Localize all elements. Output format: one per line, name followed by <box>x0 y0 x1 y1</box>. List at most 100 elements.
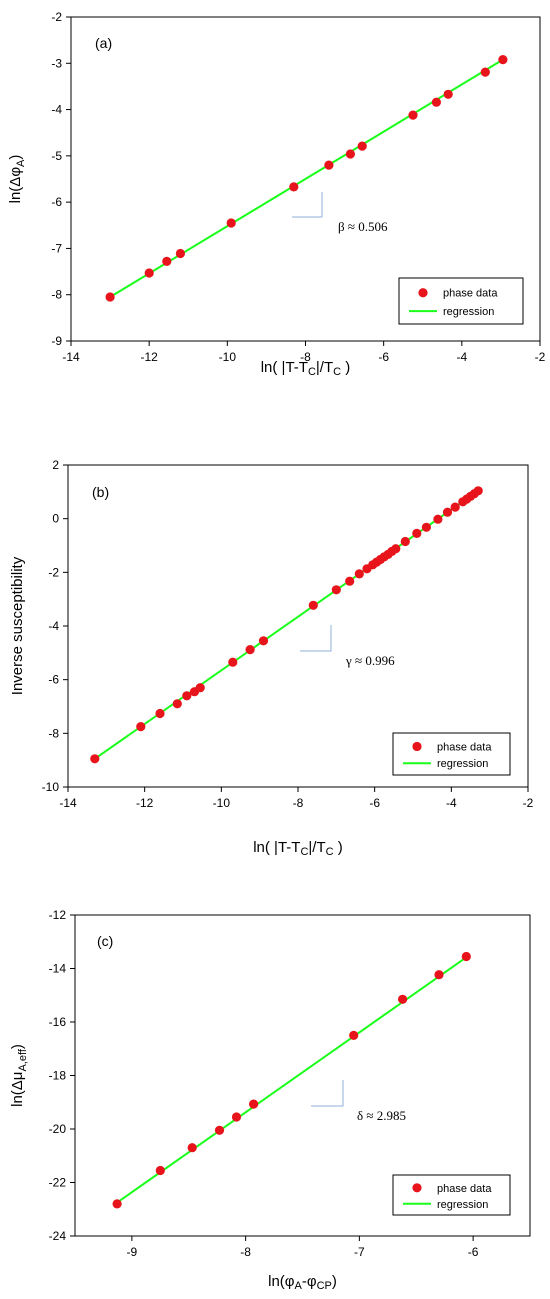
legend-box <box>398 277 524 325</box>
data-point <box>357 141 367 151</box>
data-point <box>182 691 192 701</box>
data-point <box>324 160 334 170</box>
y-tick-label: -4 <box>48 619 59 633</box>
x-tick-label: -8 <box>240 1245 251 1259</box>
y-tick-label: -2 <box>48 565 59 579</box>
data-point <box>214 1125 225 1135</box>
legend-marker-points <box>412 741 422 752</box>
x-tick-label: -10 <box>213 796 231 810</box>
data-point <box>433 514 443 524</box>
data-point <box>231 1112 242 1122</box>
data-point <box>480 67 490 77</box>
legend: phase data regression <box>392 732 511 776</box>
x-tick-label: -12 <box>140 350 158 364</box>
data-point <box>308 600 318 610</box>
y-tick-label: -7 <box>51 241 62 255</box>
y-tick-label: -8 <box>51 288 62 302</box>
y-tick-label: -2 <box>51 10 62 24</box>
y-tick-label: -6 <box>51 195 62 209</box>
y-tick-label: -8 <box>48 726 59 740</box>
legend-label-line: regression <box>437 758 488 770</box>
y-tick-label: -18 <box>49 1069 67 1083</box>
x-tick-label: -7 <box>354 1245 365 1259</box>
data-point <box>105 292 115 302</box>
legend-label-points: phase data <box>443 288 498 300</box>
data-point <box>155 1165 165 1176</box>
legend-marker-points <box>418 288 428 298</box>
x-tick-label: -6 <box>468 1245 479 1259</box>
data-point <box>195 683 205 693</box>
chart-panel-c: -9 -8 -7 -6 -24 -22 -20 -18 -16 -14 -12 ln(φA-φCP) l… <box>9 908 531 1292</box>
data-point <box>172 699 182 709</box>
exponent-label: β ≈ 0.506 <box>338 219 388 234</box>
data-point <box>136 722 146 732</box>
x-tick-label: -6 <box>378 350 389 364</box>
legend-label-points: phase data <box>437 1183 492 1195</box>
y-axis-title: ln(ΔμA,eff) <box>9 1044 29 1107</box>
x-tick-label: -4 <box>446 796 457 810</box>
legend-box <box>392 1174 511 1216</box>
x-tick-label: -12 <box>136 796 154 810</box>
legend-marker-points <box>412 1183 422 1193</box>
panel-label: (b) <box>92 484 109 500</box>
legend: phase data regression <box>398 277 524 325</box>
data-point <box>155 708 165 719</box>
data-point <box>228 657 238 667</box>
data-point <box>112 1199 122 1209</box>
x-tick-label: -4 <box>456 350 467 364</box>
y-tick-label: -14 <box>49 962 67 976</box>
y-tick-label: -20 <box>49 1122 67 1136</box>
x-tick-label: -2 <box>523 796 534 810</box>
legend-label-line: regression <box>443 306 494 318</box>
data-point <box>421 522 431 532</box>
data-point <box>400 536 410 547</box>
x-tick-label: -8 <box>300 350 311 364</box>
slope-marker <box>311 1080 344 1107</box>
data-point <box>331 585 341 595</box>
x-axis-title: ln(φA-φCP) <box>268 1273 337 1292</box>
x-tick-label: -6 <box>369 796 380 810</box>
y-tick-label: -12 <box>49 908 67 922</box>
data-point <box>289 182 299 192</box>
data-point <box>450 502 460 512</box>
data-point <box>354 569 364 579</box>
x-tick-label: -9 <box>127 1245 138 1259</box>
y-tick-label: 2 <box>52 458 59 472</box>
panel-label: (a) <box>95 35 112 51</box>
data-point <box>442 507 453 517</box>
y-tick-label: -16 <box>49 1015 67 1029</box>
y-tick-label: -22 <box>49 1176 67 1190</box>
data-point <box>349 1030 359 1040</box>
data-point <box>461 951 471 962</box>
x-tick-label: -8 <box>293 796 304 810</box>
data-point <box>144 268 154 278</box>
x-tick-label: -2 <box>535 350 546 364</box>
y-axis-title: ln(ΔφA) <box>7 155 27 204</box>
x-axis-title: ln( |T-TC|/TC ) <box>253 839 343 858</box>
data-point <box>175 248 185 259</box>
legend-label-points: phase data <box>437 741 492 753</box>
y-tick-label: -6 <box>48 673 59 687</box>
slope-marker <box>292 192 323 218</box>
data-point <box>162 256 172 266</box>
data-point <box>249 1099 259 1109</box>
y-tick-label: -10 <box>42 780 60 794</box>
y-tick-label: -9 <box>51 334 62 348</box>
data-point <box>258 636 269 646</box>
y-tick-label: -3 <box>51 56 62 70</box>
legend: phase data regression <box>392 1174 511 1216</box>
legend-box <box>392 732 511 776</box>
data-point <box>412 528 422 539</box>
y-tick-label: 0 <box>52 512 59 526</box>
x-axis-title: ln( |T-TC|/TC ) <box>261 359 351 378</box>
regression-line <box>116 956 467 1204</box>
chart-panel-a: -14 -12 -10 -8 -6 -4 -2 -9 -8 -7 -6 -5 -4 -3 -2 ln( |T-… <box>7 10 546 378</box>
panel-label: (c) <box>97 933 113 949</box>
data-point <box>498 55 508 65</box>
y-tick-label: -5 <box>51 149 62 163</box>
data-point <box>90 754 100 764</box>
y-tick-label: -24 <box>49 1229 67 1243</box>
data-point <box>408 110 418 120</box>
x-tick-label: -14 <box>59 796 77 810</box>
y-axis-title: Inverse susceptibility <box>9 556 26 695</box>
